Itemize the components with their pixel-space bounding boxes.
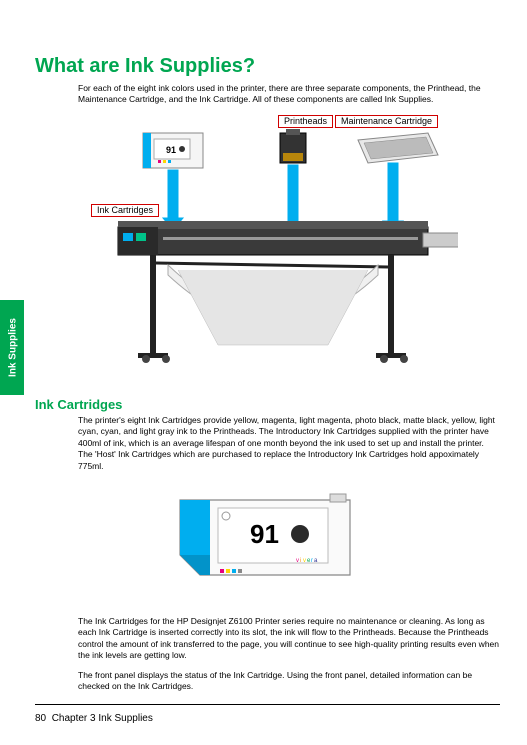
svg-text:r: r xyxy=(311,558,313,564)
footer-divider xyxy=(35,704,500,705)
side-tab: Ink Supplies xyxy=(0,300,24,395)
section1-para1: The printer's eight Ink Cartridges provi… xyxy=(78,415,500,472)
ink-cartridge-figure: 91 v i v e r a xyxy=(150,480,380,605)
section1-para2: The Ink Cartridges for the HP Designjet … xyxy=(78,616,500,662)
printer-diagram: 91 xyxy=(88,115,458,370)
intro-text: For each of the eight ink colors used in… xyxy=(78,83,500,106)
svg-text:i: i xyxy=(300,558,301,564)
section-ink-cartridges-title: Ink Cartridges xyxy=(35,397,122,412)
printhead-icon xyxy=(280,129,306,163)
callout-printheads: Printheads xyxy=(278,115,333,128)
page-number: 80 xyxy=(35,713,46,724)
chapter-label: Chapter 3 Ink Supplies xyxy=(52,713,153,724)
svg-text:v: v xyxy=(296,558,299,564)
ink-cartridge-icon: 91 xyxy=(143,133,203,168)
printer-body-icon xyxy=(118,221,458,363)
section1-para3: The front panel displays the status of t… xyxy=(78,670,500,693)
svg-text:v: v xyxy=(303,558,306,564)
side-tab-label: Ink Supplies xyxy=(8,308,19,388)
callout-ink-cartridges: Ink Cartridges xyxy=(91,204,159,217)
callout-maintenance: Maintenance Cartridge xyxy=(335,115,438,128)
footer: 80 Chapter 3 Ink Supplies xyxy=(35,713,153,724)
svg-text:91: 91 xyxy=(250,519,279,549)
svg-text:91: 91 xyxy=(166,145,176,155)
page-title: What are Ink Supplies? xyxy=(35,55,255,78)
maintenance-cartridge-icon xyxy=(358,133,438,163)
